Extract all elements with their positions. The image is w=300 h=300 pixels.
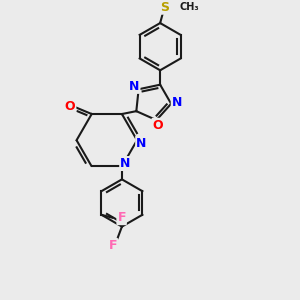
Text: N: N xyxy=(129,80,140,93)
Text: N: N xyxy=(120,157,130,170)
Text: F: F xyxy=(109,239,117,252)
Text: N: N xyxy=(172,96,182,109)
Text: O: O xyxy=(65,100,75,113)
Text: S: S xyxy=(160,1,169,14)
Text: O: O xyxy=(153,119,163,132)
Text: N: N xyxy=(136,136,146,150)
Text: CH₃: CH₃ xyxy=(179,2,199,12)
Text: F: F xyxy=(117,211,126,224)
